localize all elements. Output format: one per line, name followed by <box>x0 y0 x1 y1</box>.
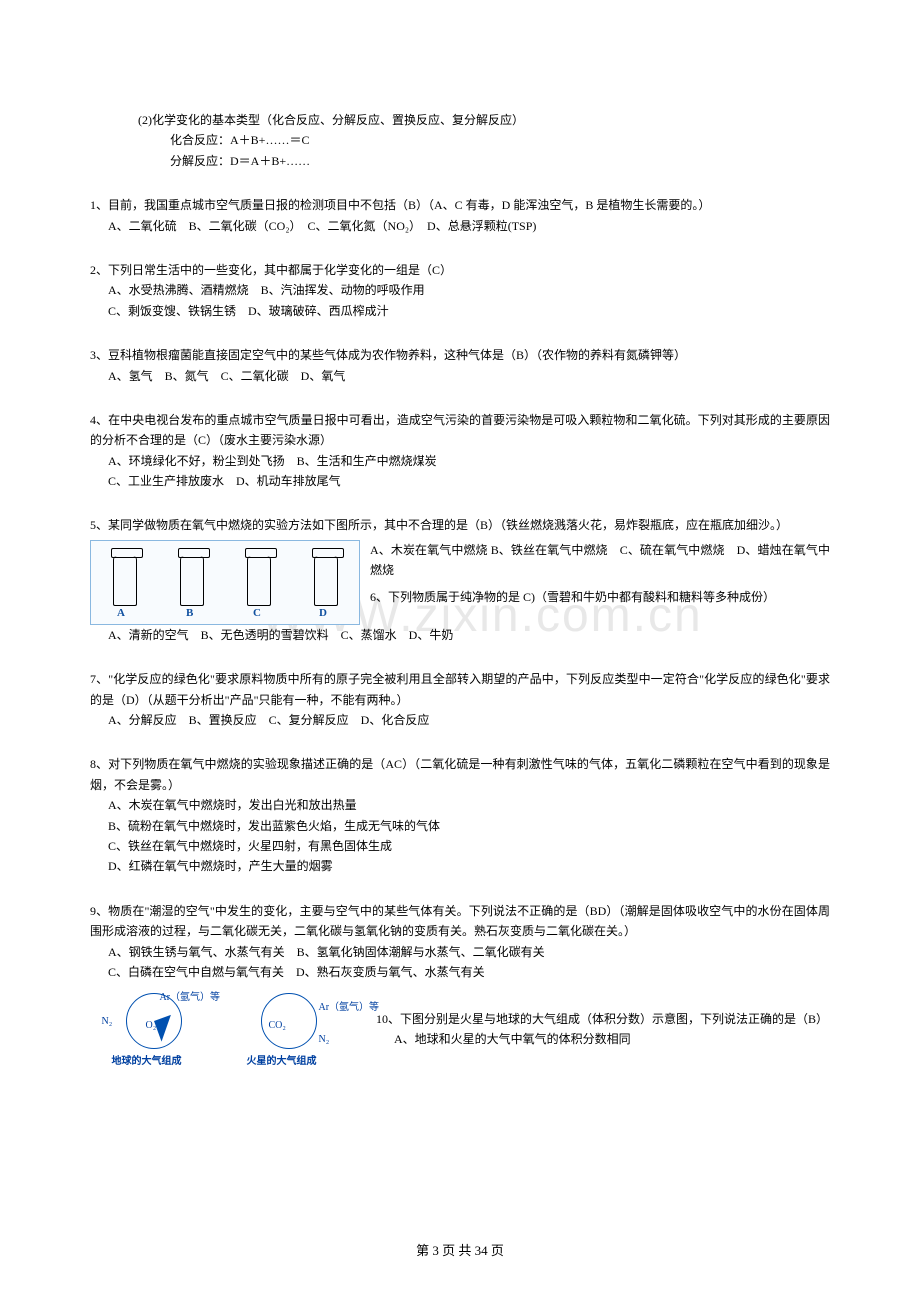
q1-options: A、二氧化硫 B、二氧化碳（CO₂） C、二氧化氮（NO₂） D、总悬浮颗粒(T… <box>90 216 830 236</box>
diagram-label-b: B <box>186 604 193 623</box>
q8-opt-b: B、硫粉在氧气中燃烧时，发出蓝紫色火焰，生成无气味的气体 <box>90 816 830 836</box>
earth-label-ar: Ar（氩气）等 <box>160 989 221 1006</box>
diagram-label-c: C <box>253 604 261 623</box>
q2-stem: 2、下列日常生活中的一些变化，其中都属于化学变化的一组是（C） <box>90 260 830 280</box>
experiment-diagram: A B C D <box>90 540 360 625</box>
atmosphere-pie-diagram: N₂ O₂ Ar（氩气）等 地球的大气组成 CO₂ N₂ Ar（氩气）等 火星的… <box>90 988 360 1070</box>
mars-label-n2: N₂ <box>319 1031 330 1048</box>
diagram-label-d: D <box>319 604 327 623</box>
q5-options: A、木炭在氧气中燃烧 B、铁丝在氧气中燃烧 C、硫在氧气中燃烧 D、蜡烛在氧气中… <box>370 540 830 581</box>
q4-options-line2: C、工业生产排放废水 D、机动车排放尾气 <box>90 471 830 491</box>
q7-stem: 7、"化学反应的绿色化"要求原料物质中所有的原子完全被利用且全部转入期望的产品中… <box>90 669 830 710</box>
q9-stem: 9、物质在"潮湿的空气"中发生的变化，主要与空气中的某些气体有关。下列说法不正确… <box>90 901 830 942</box>
intro-line-1: (2)化学变化的基本类型（化合反应、分解反应、置换反应、复分解反应） <box>90 110 830 130</box>
q9-options-line1: A、钢铁生锈与氧气、水蒸气有关 B、氢氧化钠固体潮解与水蒸气、二氧化碳有关 <box>90 942 830 962</box>
q10-opt-a: A、地球和火星的大气中氧气的体积分数相同 <box>376 1029 830 1049</box>
q3-stem: 3、豆科植物根瘤菌能直接固定空气中的某些气体成为农作物养料，这种气体是（B）（农… <box>90 345 830 365</box>
mars-label-ar: Ar（氩气）等 <box>319 999 380 1016</box>
q8-opt-c: C、铁丝在氧气中燃烧时，火星四射，有黑色固体生成 <box>90 836 830 856</box>
mars-label-co2: CO₂ <box>269 1017 286 1034</box>
q3-options: A、氢气 B、氮气 C、二氧化碳 D、氧气 <box>90 366 830 386</box>
intro-line-3: 分解反应：D＝A＋B+…… <box>90 151 830 171</box>
diagram-label-a: A <box>117 604 125 623</box>
earth-label-o2: O₂ <box>146 1017 157 1034</box>
q6-options: A、清新的空气 B、无色透明的雪碧饮料 C、蒸馏水 D、牛奶 <box>90 625 830 645</box>
q9-options-line2: C、白磷在空气中自燃与氧气有关 D、熟石灰变质与氧气、水蒸气有关 <box>90 962 830 982</box>
q2-options-line2: C、剩饭变馊、铁锅生锈 D、玻璃破碎、西瓜榨成汁 <box>90 301 830 321</box>
page-footer: 第 3 页 共 34 页 <box>0 1240 920 1262</box>
q8-opt-a: A、木炭在氧气中燃烧时，发出白光和放出热量 <box>90 795 830 815</box>
q2-options-line1: A、水受热沸腾、酒精燃烧 B、汽油挥发、动物的呼吸作用 <box>90 280 830 300</box>
q4-options-line1: A、环境绿化不好，粉尘到处飞扬 B、生活和生产中燃烧煤炭 <box>90 451 830 471</box>
q1-stem: 1、目前，我国重点城市空气质量日报的检测项目中不包括（B）（A、C 有毒，D 能… <box>90 195 830 215</box>
q6-stem: 6、下列物质属于纯净物的是 C)（雪碧和牛奶中都有酸料和糖料等多种成份） <box>370 587 830 607</box>
q5-stem: 5、某同学做物质在氧气中燃烧的实验方法如下图所示，其中不合理的是（B）（铁丝燃烧… <box>90 515 830 535</box>
q10-stem: 10、下图分别是火星与地球的大气组成（体积分数）示意图，下列说法正确的是（B） <box>376 1009 830 1029</box>
q4-stem: 4、在中央电视台发布的重点城市空气质量日报中可看出，造成空气污染的首要污染物是可… <box>90 410 830 451</box>
intro-line-2: 化合反应：A＋B+……＝C <box>90 130 830 150</box>
q8-stem: 8、对下列物质在氧气中燃烧的实验现象描述正确的是（AC）（二氧化硫是一种有刺激性… <box>90 754 830 795</box>
q7-options: A、分解反应 B、置换反应 C、复分解反应 D、化合反应 <box>90 710 830 730</box>
earth-label-n2: N₂ <box>102 1013 113 1030</box>
earth-caption: 地球的大气组成 <box>112 1053 182 1070</box>
mars-caption: 火星的大气组成 <box>247 1053 317 1070</box>
q8-opt-d: D、红磷在氧气中燃烧时，产生大量的烟雾 <box>90 856 830 876</box>
